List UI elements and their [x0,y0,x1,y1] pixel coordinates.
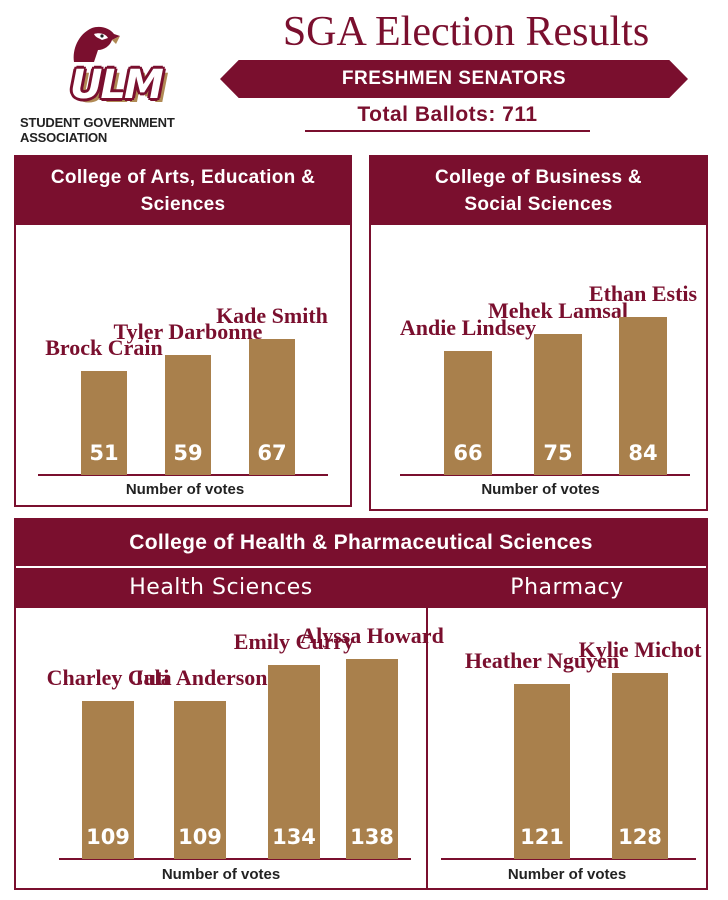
warhawk-icon [73,26,120,62]
bar [612,673,668,859]
bar-value-label: 121 [520,825,564,849]
bar [444,350,492,475]
bar-value-label: 109 [178,825,222,849]
panel-title: College of Arts, Education & Sciences [16,157,350,225]
panel-title: College of Health & Pharmaceutical Scien… [16,520,706,566]
subsection-health-sciences-title: Health Sciences [16,568,426,608]
candidate-name-label: Andie Lindsey [399,314,537,340]
x-axis-label: Number of votes [507,866,627,883]
bar [534,334,582,475]
bar-value-label: 128 [618,825,662,849]
panel-business-social-sciences: College of Business & Social Sciences Nu… [369,155,708,511]
bar-value-label: 51 [89,441,119,465]
bar [249,338,295,475]
candidate-name-label: Kylie Michot [578,637,702,663]
panel-title: College of Business & Social Sciences [371,157,706,225]
candidate-name-label: Emily Curry [233,628,355,654]
x-axis-label: Number of votes [125,481,245,498]
bar [81,371,127,475]
candidate-name-label: Brock Crain [45,335,163,361]
banner-label: FRESHMEN SENATORS [341,68,567,89]
bar [174,700,226,859]
x-axis [59,858,411,860]
bar [165,355,211,475]
page-title: SGA Election Results [282,9,650,55]
total-ballots: Total Ballots: 711 [357,103,538,126]
x-axis [441,858,696,860]
bar-value-label: 59 [173,441,203,465]
ulm-logo: ULM Student Government Association [14,22,254,145]
candidate-name-label: Ethan Estis [588,281,698,307]
section-divider [426,568,428,888]
panel-arts-education-sciences: College of Arts, Education & Sciences Nu… [14,155,352,507]
candidate-name-label: Jala Anderson [132,664,268,690]
bar-value-label: 84 [628,441,658,465]
bar-value-label: 138 [350,825,394,849]
bar-value-label: 75 [543,441,573,465]
x-axis-label: Number of votes [161,866,281,883]
bar [346,658,398,859]
bar-value-label: 66 [453,441,483,465]
logo-subtitle: Student Government Association [20,115,175,145]
logo-text: ULM [70,62,164,108]
candidate-name-label: Alyssa Howard [300,622,444,648]
bar [268,664,320,859]
bar-value-label: 109 [86,825,130,849]
bar [514,683,570,859]
banner: FRESHMEN SENATORS [220,60,688,98]
candidate-name-label: Mehek Lamsal [488,298,628,323]
x-axis [38,474,328,476]
bar-value-label: 67 [257,441,287,465]
candidate-name-label: Charley Cuti [46,664,170,690]
x-axis [400,474,690,476]
candidate-name-label: Kade Smith [216,302,328,328]
candidate-name-label: Heather Nguyen [464,647,620,673]
panel-health-pharmaceutical-sciences: College of Health & Pharmaceutical Scien… [14,518,708,890]
candidate-name-label: Tyler Darbonne [113,319,263,345]
bar [82,700,134,859]
x-axis-label: Number of votes [481,481,600,498]
ballots-underline [305,130,590,132]
bar-value-label: 134 [272,825,316,849]
subsection-pharmacy-title: Pharmacy [428,568,706,608]
bar [619,317,667,475]
